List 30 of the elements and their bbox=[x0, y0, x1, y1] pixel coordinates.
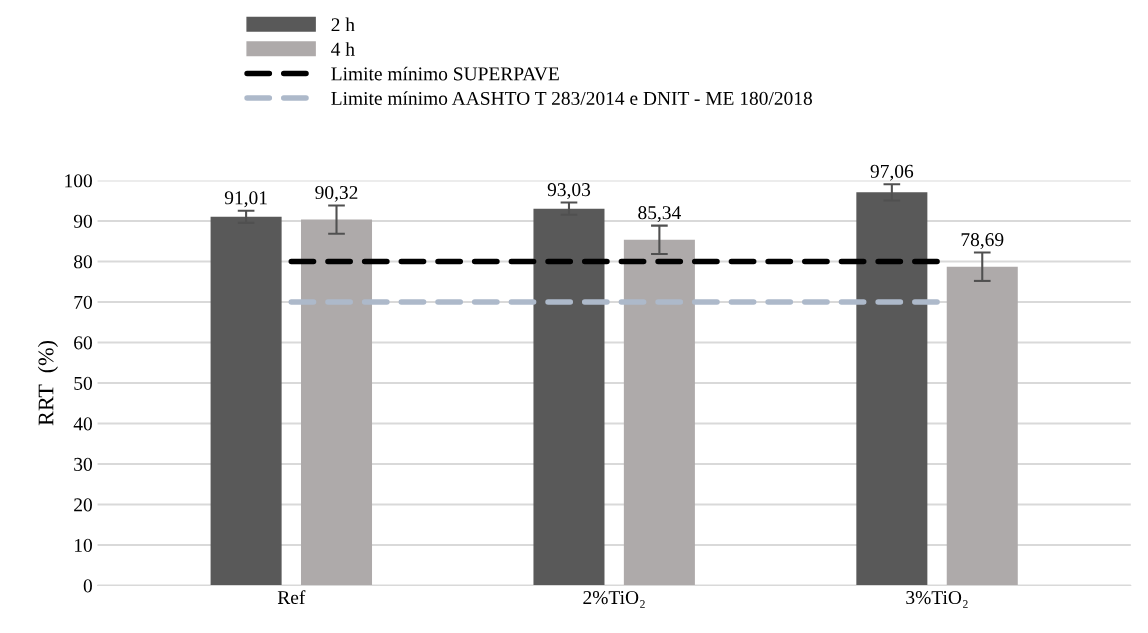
y-axis-title: RRT (%) bbox=[37, 340, 58, 426]
bar bbox=[210, 216, 282, 586]
y-tick-label: 80 bbox=[74, 255, 92, 269]
data-label: 78,69 bbox=[961, 233, 1004, 249]
y-tick-label: 0 bbox=[83, 579, 92, 593]
data-label: 93,03 bbox=[547, 183, 591, 199]
legend-label: 2 h bbox=[331, 17, 355, 32]
bar bbox=[300, 219, 373, 586]
y-tick-label: 100 bbox=[65, 174, 92, 188]
y-tick-label: 60 bbox=[74, 336, 92, 350]
y-tick-label: 20 bbox=[74, 498, 92, 512]
legend-label: Limite mínimo SUPERPAVE bbox=[331, 66, 559, 81]
y-tick-label: 50 bbox=[74, 376, 92, 390]
y-tick-label: 10 bbox=[74, 538, 92, 552]
data-label: 91,01 bbox=[224, 191, 267, 208]
data-label: 97,06 bbox=[870, 164, 914, 181]
bar bbox=[946, 266, 1018, 586]
x-tick-label: 2%TiO₂ bbox=[583, 590, 645, 608]
y-tick-label: 90 bbox=[73, 214, 92, 228]
bar bbox=[533, 208, 605, 586]
y-tick-label: 30 bbox=[74, 457, 92, 471]
data-label: 85,34 bbox=[638, 206, 681, 223]
legend-label: 4 h bbox=[331, 42, 355, 56]
x-tick-label: 3%TiO₂ bbox=[906, 590, 968, 608]
data-label: 90,32 bbox=[315, 185, 358, 202]
y-tick-label: 70 bbox=[74, 295, 92, 309]
y-tick-label: 40 bbox=[73, 417, 92, 431]
bar bbox=[623, 239, 695, 586]
legend-label: Limite mínimo AASHTO T 283/2014 e DNIT - ME 180/2018 bbox=[331, 91, 812, 105]
x-tick-label: Ref bbox=[277, 590, 306, 605]
